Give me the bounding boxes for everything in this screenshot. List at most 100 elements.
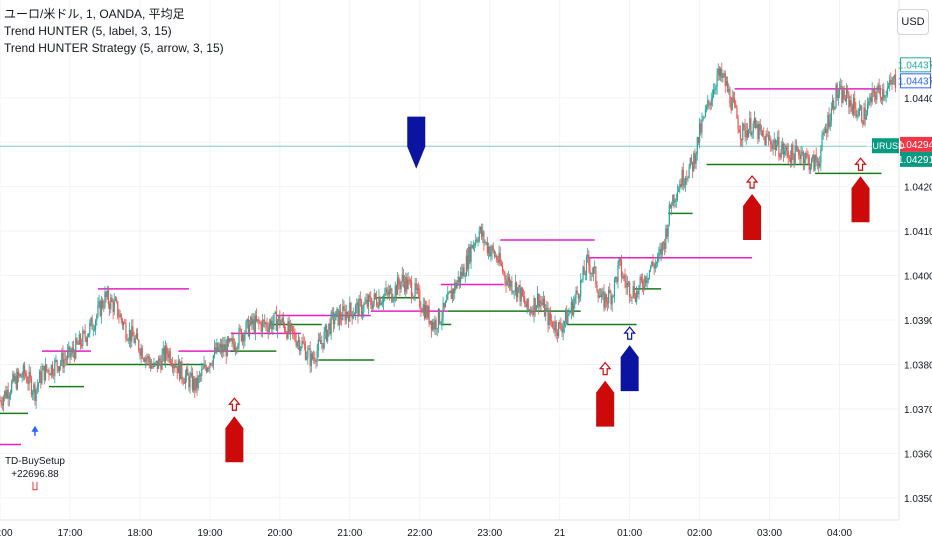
candle-body: [847, 88, 849, 94]
candle-body: [547, 307, 549, 326]
candle-body: [699, 123, 701, 143]
candle-body: [608, 289, 610, 304]
candle-body: [841, 85, 843, 103]
candle-body: [406, 276, 408, 290]
candle-body: [519, 285, 521, 302]
candle-body: [355, 305, 357, 314]
candle-body: [833, 100, 835, 110]
candle-body: [20, 374, 22, 378]
candle-body: [528, 309, 530, 311]
candle-body: [856, 115, 858, 117]
legend-indicator-trend-hunter-strategy[interactable]: Trend HUNTER Strategy (5, arrow, 3, 15): [4, 41, 224, 55]
candle-body: [638, 285, 640, 295]
candle-body: [731, 97, 733, 111]
candle-body: [673, 194, 675, 203]
candle-body: [653, 265, 655, 269]
candle-body: [198, 375, 200, 377]
candle-body: [255, 315, 258, 321]
candle-body: [127, 340, 129, 341]
candle-body: [245, 321, 247, 334]
candle-body: [761, 130, 764, 136]
candle-body: [385, 288, 387, 294]
time-axis[interactable]: 16:00 17:00 18:00 19:00 20:00 21:00 22:00 23:00…: [0, 528, 852, 539]
candle-body: [510, 280, 512, 287]
candle-body: [42, 365, 44, 371]
candle-body: [171, 364, 174, 369]
candle-body: [301, 341, 303, 348]
candle-body: [230, 338, 232, 341]
candle-body: [893, 75, 895, 79]
candle-body: [237, 345, 239, 350]
candle-body: [871, 89, 873, 103]
candle-body: [601, 293, 603, 298]
candle-body: [370, 297, 372, 305]
candle-body: [49, 374, 51, 376]
candle-body: [273, 313, 275, 323]
candle-body: [568, 313, 570, 315]
candle-body: [259, 322, 261, 324]
candle-body: [32, 392, 34, 395]
candle-body: [345, 311, 347, 321]
candle-body: [269, 320, 272, 326]
currency-button[interactable]: USD: [897, 9, 929, 35]
candle-body: [261, 320, 263, 332]
candle-body: [322, 343, 324, 349]
candle-body: [243, 334, 245, 342]
price-tick-label: 1.04000: [904, 272, 932, 283]
candle-body: [865, 114, 867, 120]
candle-body: [338, 311, 340, 325]
time-tick-label: 16:00: [0, 528, 13, 539]
candle-body: [760, 130, 763, 132]
candle-body: [323, 331, 325, 349]
candle-body: [878, 84, 880, 90]
candle-body: [162, 347, 164, 355]
candle-body: [873, 89, 876, 96]
candle-body: [380, 302, 382, 305]
candle-body: [201, 369, 203, 376]
candle-body: [67, 351, 69, 360]
candle-body: [215, 347, 217, 353]
candle-body: [180, 361, 182, 380]
legend-symbol[interactable]: ユーロ/米ドル, 1, OANDA, 平均足: [4, 7, 185, 21]
candle-body: [792, 144, 794, 155]
candle-body: [781, 144, 783, 149]
candle-body: [688, 166, 690, 178]
candle-body: [729, 88, 731, 105]
candle-body: [501, 265, 504, 272]
candle-body: [358, 298, 360, 317]
candle-body: [174, 365, 176, 368]
candle-body: [428, 306, 430, 324]
candle-body: [408, 279, 410, 281]
candle-body: [225, 344, 227, 357]
legend-indicator-trend-hunter[interactable]: Trend HUNTER (5, label, 3, 15): [4, 24, 172, 38]
candle-body: [508, 277, 511, 287]
candle-body: [870, 96, 872, 103]
candle-body: [706, 106, 708, 110]
candle-body: [199, 375, 202, 376]
candle-body: [442, 302, 444, 319]
candle-body: [62, 352, 64, 368]
candle-body: [398, 277, 400, 285]
candle-body: [570, 301, 572, 313]
candle-body: [634, 297, 637, 302]
candle-body: [573, 302, 575, 315]
candle-body: [308, 348, 310, 350]
candle-body: [490, 251, 492, 257]
candle-body: [801, 151, 803, 154]
candle-body: [267, 328, 269, 332]
price-tick-label: 1.03900: [904, 316, 932, 327]
candle-body: [543, 298, 546, 317]
candle-body: [676, 191, 679, 200]
candle-body: [548, 312, 550, 326]
symbol-badge-label: EURUSD: [866, 141, 905, 151]
candle-body: [440, 322, 442, 324]
time-tick-label: 21: [554, 528, 566, 539]
candle-body: [107, 290, 110, 305]
candle-body: [796, 148, 799, 150]
candle-body: [703, 116, 705, 118]
candle-body: [218, 347, 220, 352]
candle-body: [265, 323, 267, 325]
candle-body: [416, 288, 419, 290]
